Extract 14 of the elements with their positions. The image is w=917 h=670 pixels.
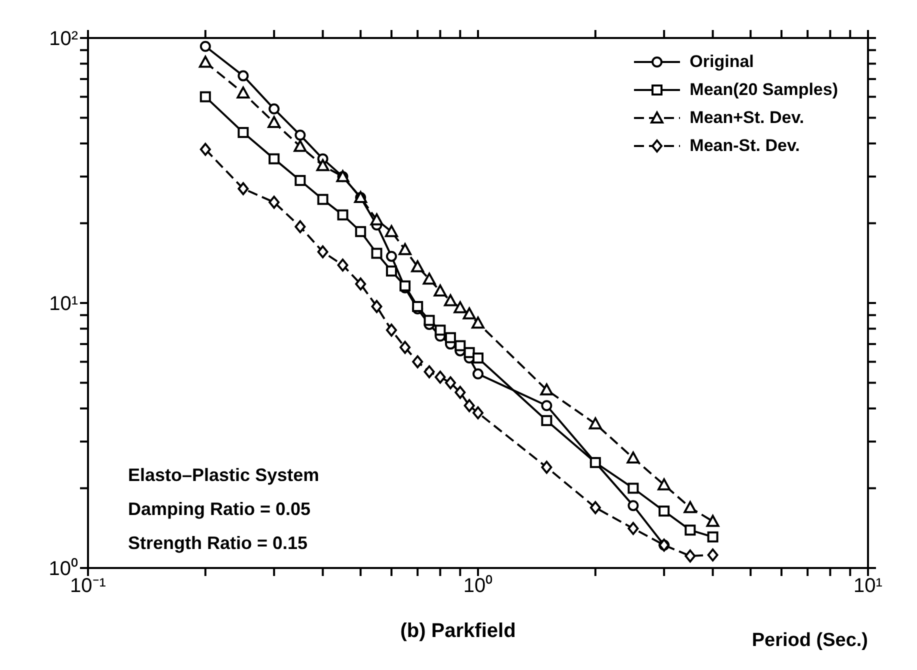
annotation: Strength Ratio = 0.15 — [128, 532, 309, 555]
y-tick-label: 10¹ — [49, 293, 78, 316]
text: (b) Parkfield — [400, 620, 516, 642]
x-axis-title: Period (Sec.) — [752, 630, 868, 652]
y-tick-label: 10² — [49, 28, 78, 50]
x-tick-label: 10¹ — [854, 575, 883, 598]
legend-label: Mean-St. Dev. — [690, 136, 800, 156]
legend-label: Mean(20 Samples) — [690, 80, 838, 100]
annotation: Damping Ratio = 0.05 — [128, 498, 312, 521]
legend-label: Original — [690, 52, 754, 72]
legend-label: Mean+St. Dev. — [690, 108, 804, 128]
x-tick-label: 10⁻¹ — [70, 575, 106, 598]
x-tick-label: 10⁰ — [463, 574, 493, 598]
annotation: Elasto–Plastic System — [128, 464, 320, 487]
